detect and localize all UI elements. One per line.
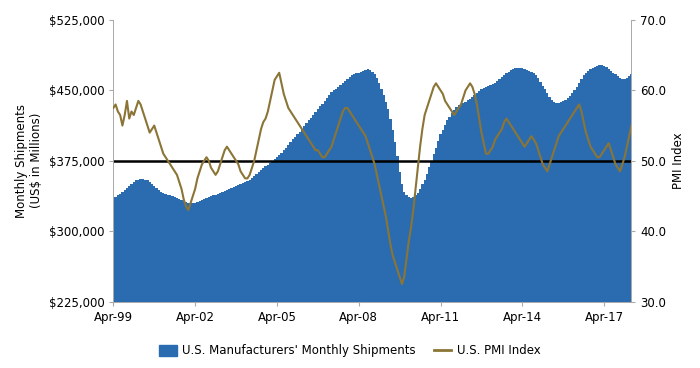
Legend: U.S. Manufacturers' Monthly Shipments, U.S. PMI Index: U.S. Manufacturers' Monthly Shipments, U… [154, 340, 546, 362]
Y-axis label: PMI Index: PMI Index [672, 132, 685, 189]
Y-axis label: Monthly Shipments
(US$ in Millions): Monthly Shipments (US$ in Millions) [15, 104, 43, 218]
